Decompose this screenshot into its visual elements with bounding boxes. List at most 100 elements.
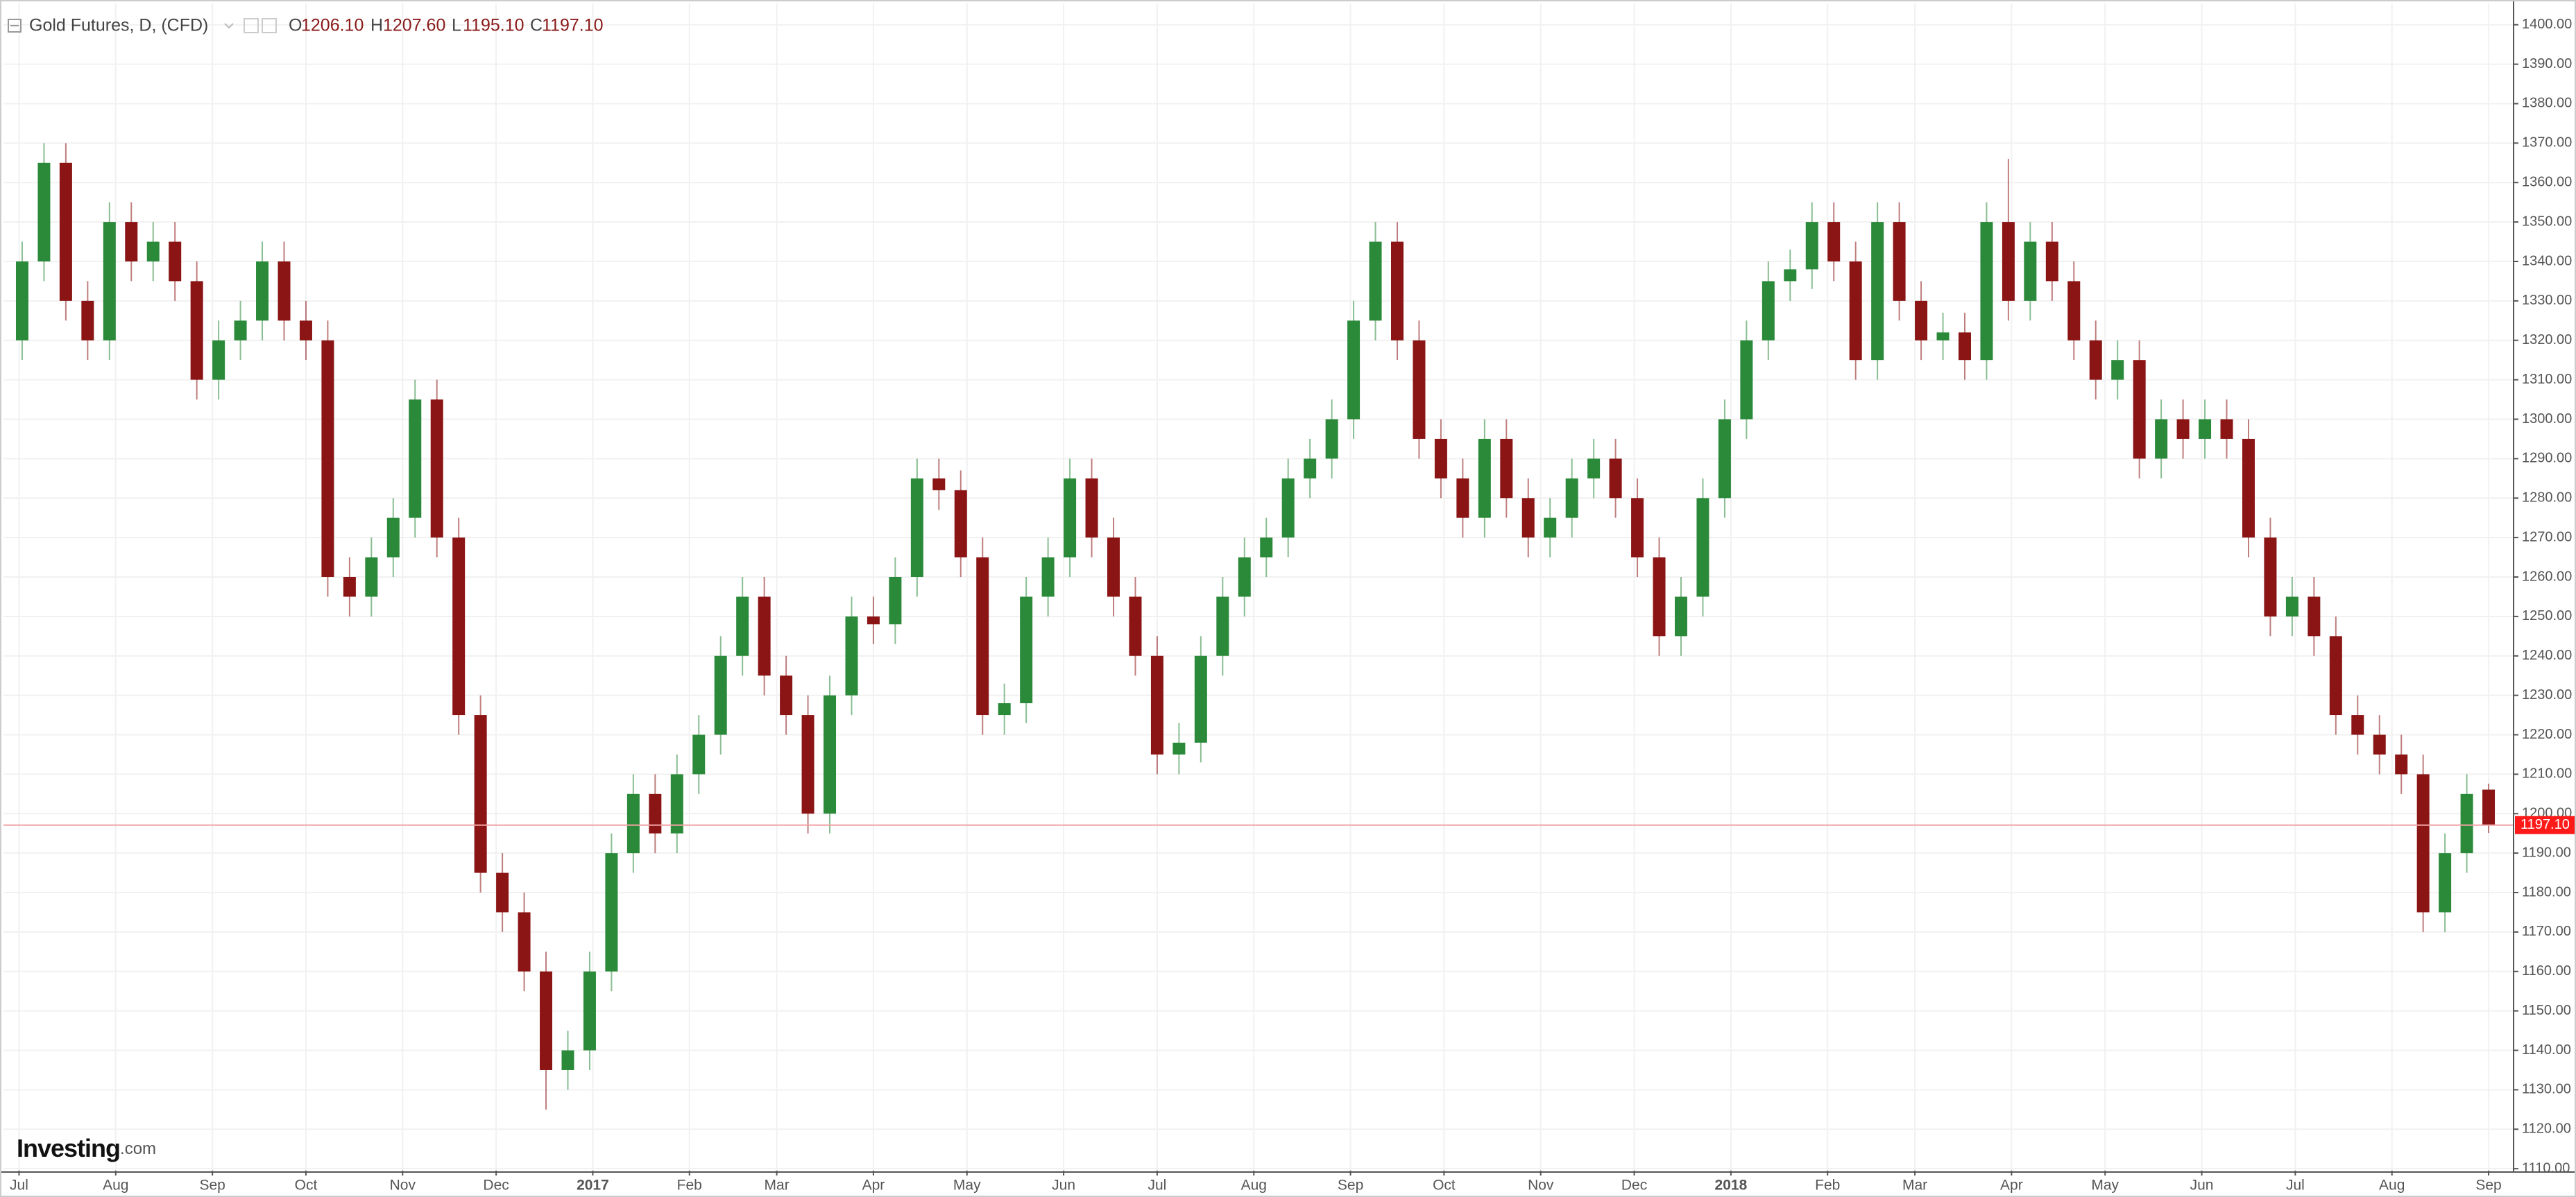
ohlc-value: 1207.60 [383, 16, 445, 35]
x-tick-label: Jul [2286, 1178, 2305, 1194]
y-tick-label: 1140.00 [2522, 1042, 2571, 1058]
ohlc-value: 1195.10 [463, 16, 524, 35]
candle-body [1456, 478, 1469, 518]
x-tick-label: May [953, 1178, 981, 1194]
candle-body [1631, 498, 1644, 558]
candle-body [2155, 419, 2168, 459]
candle-body [278, 261, 291, 321]
candle-body [758, 596, 771, 676]
candle-body [1064, 478, 1077, 558]
y-tick-label: 1400.00 [2522, 17, 2572, 32]
x-tick-label: Aug [1241, 1178, 1267, 1194]
candle-body [1369, 241, 1382, 321]
candle-body [1478, 438, 1491, 518]
ohlc-name: O [289, 16, 302, 35]
candle-body [976, 557, 989, 716]
candle-body [365, 557, 378, 597]
candle-body [1413, 340, 1426, 439]
candle-body [583, 971, 596, 1051]
candle-body [1565, 478, 1578, 518]
y-tick-label: 1310.00 [2522, 372, 2572, 387]
candle-body [15, 261, 28, 341]
last-price-tag [2515, 816, 2575, 834]
x-tick-label: Jun [1052, 1178, 1075, 1194]
candle-body [867, 616, 880, 625]
candle-body [1893, 222, 1906, 301]
candle-body [474, 715, 487, 873]
y-tick-label: 1370.00 [2522, 135, 2572, 150]
candle-body [954, 490, 967, 558]
settings-icon[interactable] [244, 18, 259, 33]
x-tick-label: Nov [390, 1178, 416, 1194]
candle-body [2133, 360, 2146, 459]
ohlc-name: L [452, 16, 461, 35]
candle-body [2264, 537, 2277, 617]
candle-body [496, 872, 509, 913]
candle-body [234, 320, 247, 341]
candle-body [212, 340, 225, 380]
candle-body [736, 596, 749, 656]
y-tick-label: 1220.00 [2522, 727, 2572, 742]
candle-body [692, 734, 706, 775]
x-tick-label: 2017 [577, 1178, 609, 1194]
y-tick-label: 1150.00 [2522, 1003, 2571, 1018]
candle-body [1260, 537, 1273, 558]
candle-body [1653, 557, 1666, 637]
candle-body [561, 1050, 574, 1070]
x-tick-label: Oct [295, 1178, 318, 1194]
x-tick-label: Aug [103, 1178, 128, 1194]
close-icon[interactable] [262, 18, 277, 33]
candle-body [1718, 419, 1731, 499]
collapse-icon[interactable] [8, 19, 22, 33]
last-price-label: 1197.10 [2520, 817, 2570, 832]
candle-body [125, 222, 138, 261]
candle-body [1041, 557, 1055, 597]
candle-body [1609, 458, 1622, 499]
y-tick-label: 1330.00 [2522, 293, 2572, 308]
x-tick-label: Sep [2475, 1178, 2501, 1194]
y-tick-label: 1290.00 [2522, 451, 2572, 466]
dropdown-arrow[interactable] [224, 23, 234, 29]
candle-body [2373, 734, 2386, 755]
x-tick-label: Oct [1433, 1178, 1456, 1194]
x-tick-label: Dec [1621, 1178, 1647, 1194]
symbol-title[interactable]: Gold Futures, D, (CFD) [29, 16, 208, 35]
candle-body [518, 912, 531, 972]
y-tick-label: 1300.00 [2522, 411, 2572, 427]
candle-body [2439, 853, 2452, 913]
y-tick-label: 1350.00 [2522, 214, 2572, 229]
y-tick-label: 1380.00 [2522, 96, 2572, 111]
x-tick-label: Jul [1148, 1178, 1167, 1194]
candle-body [2199, 419, 2212, 439]
candle-body [103, 222, 116, 341]
candle-body [889, 576, 902, 625]
y-tick-label: 1360.00 [2522, 175, 2572, 190]
ohlc-name: H [370, 16, 383, 35]
x-tick-label: Mar [1902, 1178, 1927, 1194]
candle-body [190, 281, 203, 380]
candle-body [59, 162, 72, 301]
x-tick-label: Nov [1528, 1178, 1554, 1194]
y-tick-label: 1270.00 [2522, 529, 2572, 544]
candle-body [1129, 596, 1142, 656]
candle-body [910, 478, 923, 577]
candle-body [1762, 281, 1775, 341]
candle-body [2220, 419, 2233, 439]
logo: Investing.com [17, 1134, 156, 1162]
candle-body [1958, 332, 1971, 361]
y-tick-label: 1320.00 [2522, 332, 2572, 347]
candle-body [670, 774, 683, 834]
x-tick-label: Sep [199, 1178, 225, 1194]
y-tick-label: 1120.00 [2522, 1121, 2571, 1137]
candle-body [81, 300, 94, 341]
candle-body [321, 340, 334, 577]
y-tick-label: 1390.00 [2522, 56, 2572, 71]
candle-body [169, 241, 182, 282]
y-tick-label: 1190.00 [2522, 845, 2571, 860]
candle-body [2002, 222, 2015, 301]
candle-body [256, 261, 269, 321]
candle-body [801, 715, 814, 814]
candle-body [649, 793, 662, 834]
y-tick-label: 1170.00 [2522, 924, 2571, 939]
